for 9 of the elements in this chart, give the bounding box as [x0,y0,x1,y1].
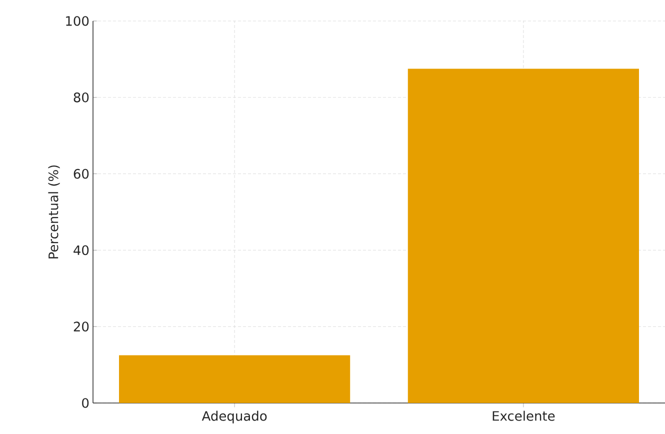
y-tick-label: 40 [74,245,89,256]
y-tick-label: 0 [82,398,89,408]
x-tick-label: Adequado [202,410,267,424]
y-axis-title: Percentual (%) [48,165,60,258]
x-tick-label: Excelente [492,410,555,421]
y-tick-label: 20 [74,322,89,332]
y-tick-label: 60 [74,168,89,179]
y-tick-label: 100 [66,16,89,26]
y-tick-label: 80 [74,92,89,102]
